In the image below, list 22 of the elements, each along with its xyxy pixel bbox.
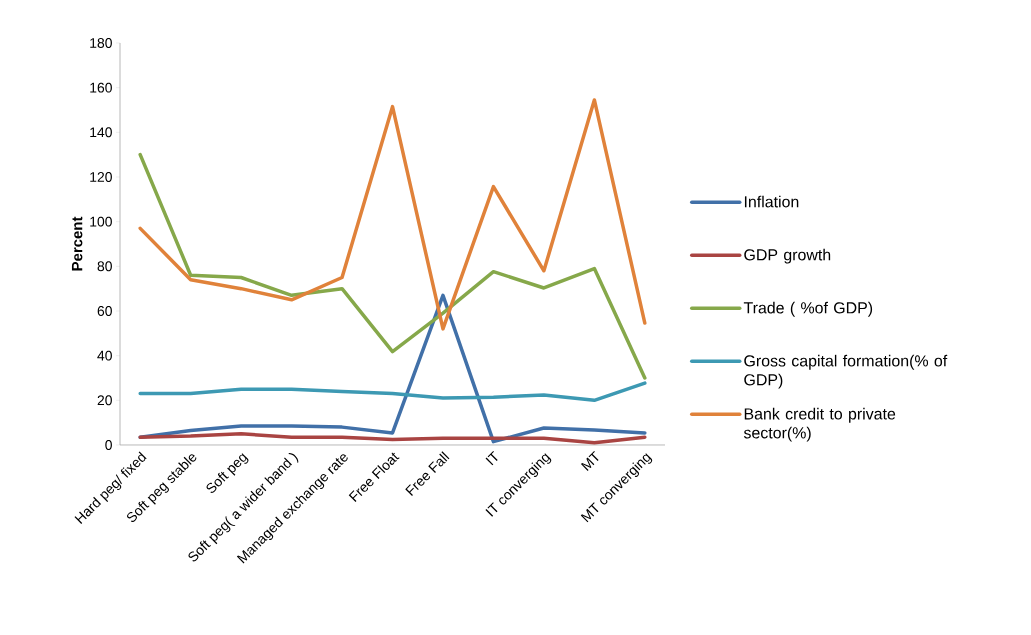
legend-label: Bank credit to private sector(%) <box>743 407 896 442</box>
line-series <box>138 98 647 331</box>
line-series <box>138 293 647 444</box>
y-tick-label: 160 <box>90 82 112 93</box>
x-tick-label: MT <box>580 450 599 471</box>
legend-label: Gross capital formation(% of GDP) <box>744 354 948 389</box>
y-tick-label: 120 <box>90 172 112 182</box>
line-series <box>138 381 647 403</box>
legend-label: Trade ( %of GDP) <box>743 301 873 317</box>
line-series <box>138 152 647 380</box>
legend-label: Inflation <box>744 195 799 208</box>
y-axis-title: Percent <box>71 216 83 271</box>
y-tick-label: 60 <box>97 306 112 316</box>
y-tick-label: 180 <box>90 38 112 48</box>
y-tick-label: 40 <box>97 350 112 361</box>
y-tick-label: 140 <box>90 127 112 138</box>
y-tick-label: 0 <box>105 440 112 450</box>
y-tick-label: 100 <box>90 216 112 227</box>
y-tick-label: 80 <box>97 261 112 272</box>
y-tick-label: 20 <box>97 395 112 406</box>
legend-label: GDP growth <box>744 248 831 264</box>
x-tick-label: IT <box>485 450 498 466</box>
